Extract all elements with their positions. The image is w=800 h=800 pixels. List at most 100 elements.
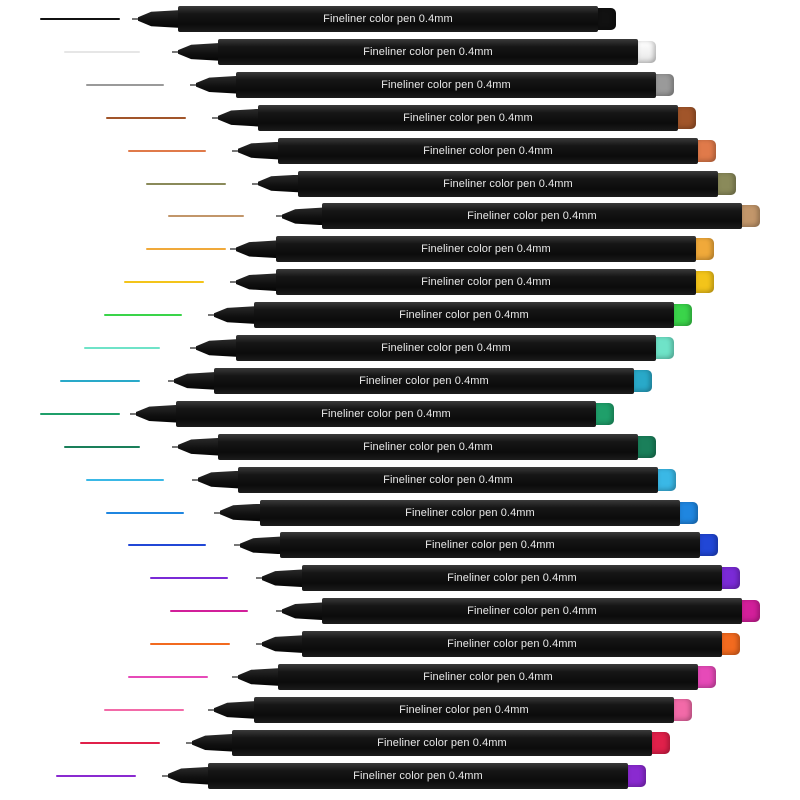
pen-label: Fineliner color pen 0.4mm (321, 407, 451, 420)
pen-tip (172, 50, 180, 53)
pen-tip (208, 708, 216, 711)
pen-tip (276, 610, 284, 613)
pen: Fineliner color pen 0.4mm (0, 400, 800, 427)
pen-tip (208, 314, 216, 317)
pen: Fineliner color pen 0.4mm (0, 302, 800, 329)
pen-tip (256, 577, 264, 580)
pen-label: Fineliner color pen 0.4mm (467, 210, 597, 223)
pen-body: Fineliner color pen 0.4mm (236, 71, 656, 98)
pen-tip (162, 774, 170, 777)
pen-body: Fineliner color pen 0.4mm (178, 6, 598, 32)
pen: Fineliner color pen 0.4mm (0, 631, 800, 658)
pen-label: Fineliner color pen 0.4mm (403, 111, 533, 124)
pen-label: Fineliner color pen 0.4mm (425, 539, 555, 552)
pen-label: Fineliner color pen 0.4mm (381, 342, 511, 354)
pen-tip (256, 643, 264, 646)
pen-label: Fineliner color pen 0.4mm (353, 769, 483, 782)
pen-body: Fineliner color pen 0.4mm (238, 466, 658, 493)
pen-nose (214, 306, 258, 325)
color-stroke-sample (106, 116, 186, 119)
pen-cap (658, 468, 676, 491)
pen-cap (628, 764, 646, 787)
color-stroke-sample (146, 248, 226, 251)
pen-nose (178, 437, 222, 456)
pen-cap (678, 106, 696, 129)
pen-nose (178, 42, 222, 61)
pen-body: Fineliner color pen 0.4mm (298, 170, 718, 197)
pen-tip (232, 676, 240, 678)
color-stroke-sample (84, 347, 160, 349)
pen-tip (276, 215, 284, 218)
pen-body: Fineliner color pen 0.4mm (218, 38, 638, 65)
pen-body: Fineliner color pen 0.4mm (278, 664, 698, 690)
pen-label: Fineliner color pen 0.4mm (405, 506, 535, 519)
pen-body: Fineliner color pen 0.4mm (322, 203, 742, 230)
pen-label: Fineliner color pen 0.4mm (443, 177, 573, 190)
pen-body: Fineliner color pen 0.4mm (208, 762, 628, 789)
pen-nose (196, 75, 240, 94)
pen-cap (634, 369, 652, 392)
pen: Fineliner color pen 0.4mm (0, 367, 800, 394)
pen-cap (742, 600, 760, 623)
pen-label: Fineliner color pen 0.4mm (447, 638, 577, 651)
pen-cap (698, 139, 716, 162)
pen-cap (656, 337, 674, 359)
pen-body: Fineliner color pen 0.4mm (176, 400, 596, 427)
pen-cap (674, 304, 692, 327)
pen-nose (238, 141, 282, 160)
color-stroke-sample (150, 577, 228, 580)
pen: Fineliner color pen 0.4mm (0, 696, 800, 723)
color-stroke-sample (86, 478, 164, 481)
pen-nose (282, 207, 326, 226)
pen-tip (230, 248, 238, 251)
pen-nose (214, 700, 258, 719)
pen-tip (168, 379, 176, 382)
pen-nose (168, 766, 212, 785)
pen: Fineliner color pen 0.4mm (0, 598, 800, 625)
color-stroke-sample (128, 149, 206, 152)
pen: Fineliner color pen 0.4mm (0, 137, 800, 164)
color-stroke-sample (150, 643, 230, 646)
pen: Fineliner color pen 0.4mm (0, 170, 800, 197)
pen-nose (192, 733, 236, 752)
color-stroke-sample (64, 445, 140, 448)
color-stroke-sample (56, 774, 136, 777)
color-stroke-sample (128, 676, 208, 678)
pen-nose (138, 10, 182, 28)
pen-cap (722, 633, 740, 656)
pen: Fineliner color pen 0.4mm (0, 6, 800, 32)
color-stroke-sample (86, 83, 164, 86)
color-stroke-sample (128, 544, 206, 547)
pen-body: Fineliner color pen 0.4mm (278, 137, 698, 164)
pen: Fineliner color pen 0.4mm (0, 762, 800, 789)
color-stroke-sample (170, 610, 248, 613)
pen-body: Fineliner color pen 0.4mm (302, 565, 722, 592)
pen-tip (172, 445, 180, 448)
pen-label: Fineliner color pen 0.4mm (359, 374, 489, 387)
pen-tip (190, 83, 198, 86)
pen: Fineliner color pen 0.4mm (0, 532, 800, 559)
pen-tip (132, 18, 140, 20)
pen: Fineliner color pen 0.4mm (0, 335, 800, 361)
color-stroke-sample (106, 511, 184, 514)
pen-tip (252, 182, 260, 185)
color-stroke-sample (40, 18, 120, 20)
pen: Fineliner color pen 0.4mm (0, 38, 800, 65)
color-stroke-sample (40, 412, 120, 415)
pen-body: Fineliner color pen 0.4mm (218, 433, 638, 460)
pen-cap (638, 40, 656, 63)
pen: Fineliner color pen 0.4mm (0, 433, 800, 460)
pen-body: Fineliner color pen 0.4mm (236, 335, 656, 361)
color-stroke-sample (80, 741, 160, 744)
pen-nose (136, 404, 180, 423)
pen: Fineliner color pen 0.4mm (0, 466, 800, 493)
pen-tip (190, 347, 198, 349)
pen-label: Fineliner color pen 0.4mm (421, 243, 551, 256)
pen-cap (598, 8, 616, 30)
pen: Fineliner color pen 0.4mm (0, 236, 800, 263)
pen-label: Fineliner color pen 0.4mm (447, 572, 577, 585)
pen-label: Fineliner color pen 0.4mm (377, 736, 507, 749)
pen-body: Fineliner color pen 0.4mm (280, 532, 700, 559)
pen: Fineliner color pen 0.4mm (0, 203, 800, 230)
